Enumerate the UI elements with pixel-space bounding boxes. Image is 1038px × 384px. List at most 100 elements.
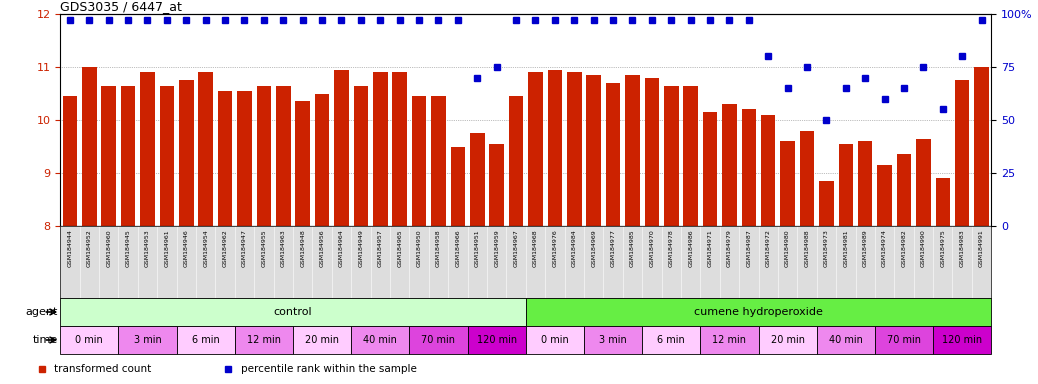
Bar: [509, 96, 523, 226]
Bar: [586, 75, 601, 226]
Text: GSM184991: GSM184991: [979, 230, 984, 267]
Text: GSM184987: GSM184987: [746, 230, 752, 267]
Text: GSM184956: GSM184956: [320, 230, 325, 267]
Text: GSM184957: GSM184957: [378, 230, 383, 267]
Text: GSM184950: GSM184950: [416, 230, 421, 267]
Bar: [118, 326, 176, 354]
Bar: [60, 298, 525, 326]
Bar: [450, 147, 465, 226]
Bar: [276, 86, 291, 226]
Bar: [102, 86, 116, 226]
Text: 6 min: 6 min: [192, 335, 220, 345]
Text: 40 min: 40 min: [363, 335, 398, 345]
Text: GSM184955: GSM184955: [262, 230, 267, 267]
Bar: [606, 83, 621, 226]
Text: GSM184977: GSM184977: [610, 230, 616, 268]
Bar: [60, 326, 118, 354]
Text: GSM184985: GSM184985: [630, 230, 635, 267]
Bar: [935, 178, 950, 226]
Bar: [722, 104, 737, 226]
Text: cumene hydroperoxide: cumene hydroperoxide: [694, 307, 823, 317]
Text: 6 min: 6 min: [657, 335, 685, 345]
Text: GSM184964: GSM184964: [339, 230, 344, 267]
Bar: [759, 326, 817, 354]
Text: GSM184944: GSM184944: [67, 230, 73, 268]
Bar: [703, 112, 717, 226]
Bar: [875, 326, 933, 354]
Bar: [351, 326, 409, 354]
Text: GSM184953: GSM184953: [145, 230, 151, 267]
Bar: [799, 131, 814, 226]
Text: GDS3035 / 6447_at: GDS3035 / 6447_at: [60, 0, 182, 13]
Text: percentile rank within the sample: percentile rank within the sample: [241, 364, 416, 374]
Text: 70 min: 70 min: [887, 335, 921, 345]
Text: GSM184951: GSM184951: [474, 230, 480, 267]
Bar: [293, 326, 351, 354]
Bar: [643, 326, 701, 354]
Text: GSM184947: GSM184947: [242, 230, 247, 268]
Text: GSM184963: GSM184963: [280, 230, 285, 267]
Text: GSM184981: GSM184981: [843, 230, 848, 267]
Bar: [781, 141, 795, 226]
Text: GSM184984: GSM184984: [572, 230, 577, 267]
Text: GSM184960: GSM184960: [106, 230, 111, 267]
Text: GSM184990: GSM184990: [921, 230, 926, 267]
Text: transformed count: transformed count: [54, 364, 152, 374]
Text: GSM184982: GSM184982: [901, 230, 906, 267]
Bar: [817, 326, 875, 354]
Text: 12 min: 12 min: [247, 335, 281, 345]
Bar: [296, 101, 310, 226]
Bar: [412, 96, 427, 226]
Bar: [933, 326, 991, 354]
Bar: [120, 86, 135, 226]
Text: time: time: [33, 335, 58, 345]
Text: 40 min: 40 min: [829, 335, 863, 345]
Bar: [761, 115, 775, 226]
Bar: [470, 133, 485, 226]
Bar: [567, 72, 581, 226]
Bar: [354, 86, 368, 226]
Bar: [917, 139, 931, 226]
Bar: [683, 86, 698, 226]
Text: GSM184980: GSM184980: [785, 230, 790, 267]
Bar: [645, 78, 659, 226]
Text: agent: agent: [26, 307, 58, 317]
Bar: [741, 109, 756, 226]
Text: GSM184946: GSM184946: [184, 230, 189, 267]
Bar: [62, 96, 77, 226]
Text: GSM184979: GSM184979: [727, 230, 732, 268]
Text: GSM184965: GSM184965: [398, 230, 402, 267]
Bar: [525, 326, 584, 354]
Bar: [625, 75, 639, 226]
Bar: [701, 326, 759, 354]
Bar: [528, 72, 543, 226]
Text: GSM184968: GSM184968: [532, 230, 538, 267]
Text: GSM184973: GSM184973: [824, 230, 829, 268]
Text: control: control: [274, 307, 312, 317]
Bar: [179, 80, 193, 226]
Bar: [819, 181, 834, 226]
Text: 0 min: 0 min: [541, 335, 569, 345]
Text: 20 min: 20 min: [305, 335, 339, 345]
Text: GSM184966: GSM184966: [456, 230, 461, 267]
Text: GSM184972: GSM184972: [766, 230, 771, 268]
Bar: [198, 72, 213, 226]
Bar: [525, 298, 991, 326]
Bar: [489, 144, 503, 226]
Text: GSM184978: GSM184978: [668, 230, 674, 267]
Text: 0 min: 0 min: [76, 335, 103, 345]
Bar: [315, 93, 329, 226]
Bar: [839, 144, 853, 226]
Bar: [160, 86, 174, 226]
Text: GSM184988: GSM184988: [804, 230, 810, 267]
Text: GSM184989: GSM184989: [863, 230, 868, 267]
Text: GSM184971: GSM184971: [708, 230, 712, 267]
Bar: [858, 141, 873, 226]
Text: GSM184959: GSM184959: [494, 230, 499, 267]
Text: 3 min: 3 min: [134, 335, 161, 345]
Text: GSM184974: GSM184974: [882, 230, 887, 268]
Text: GSM184945: GSM184945: [126, 230, 131, 267]
Bar: [664, 86, 679, 226]
Text: GSM184962: GSM184962: [222, 230, 227, 267]
Text: GSM184967: GSM184967: [514, 230, 519, 267]
